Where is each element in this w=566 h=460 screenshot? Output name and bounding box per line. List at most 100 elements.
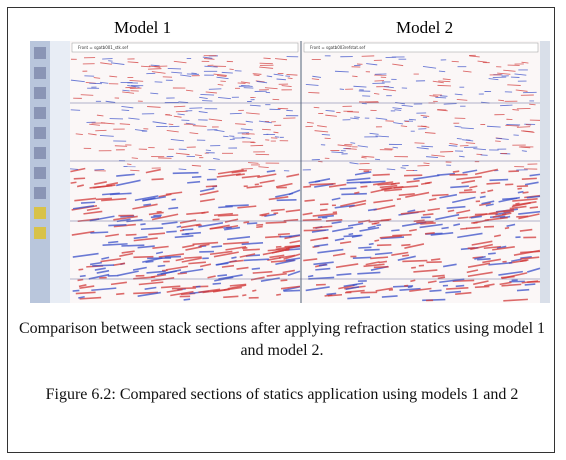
trace-stroke <box>99 134 114 137</box>
trace-stroke <box>456 209 471 214</box>
trace-stroke <box>471 240 493 246</box>
trace-stroke <box>496 245 507 250</box>
trace-stroke <box>198 288 221 294</box>
trace-stroke <box>402 254 410 257</box>
trace-stroke <box>452 170 460 173</box>
trace-stroke <box>498 270 523 276</box>
trace-stroke <box>321 133 330 136</box>
trace-stroke <box>113 262 126 266</box>
trace-stroke <box>515 89 528 92</box>
trace-stroke <box>487 189 494 193</box>
trace-stroke <box>80 201 96 204</box>
trace-stroke <box>512 200 537 207</box>
trace-stroke <box>209 226 224 230</box>
trace-stroke <box>199 96 208 100</box>
trace-stroke <box>207 275 216 279</box>
trace-stroke <box>365 261 380 266</box>
trace-stroke <box>173 115 182 118</box>
trace-stroke <box>392 107 402 110</box>
trace-stroke <box>437 276 446 280</box>
trace-stroke <box>407 209 416 213</box>
trace-stroke <box>420 222 436 225</box>
trace-stroke <box>529 173 541 177</box>
trace-stroke <box>379 184 398 189</box>
trace-stroke <box>72 252 99 258</box>
trace-stroke <box>224 226 241 231</box>
trace-stroke <box>325 114 337 117</box>
trace-stroke <box>346 177 371 182</box>
trace-stroke <box>382 88 397 92</box>
trace-stroke <box>113 215 138 221</box>
trace-stroke <box>179 219 197 224</box>
trace-stroke <box>88 273 110 280</box>
trace-stroke <box>522 130 534 133</box>
trace-stroke <box>443 263 457 268</box>
trace-stroke <box>318 263 328 267</box>
trace-stroke <box>218 97 231 100</box>
trace-stroke <box>520 256 540 260</box>
trace-stroke <box>171 287 196 290</box>
trace-stroke <box>509 205 527 210</box>
trace-stroke <box>422 213 434 216</box>
trace-stroke <box>308 180 321 184</box>
trace-stroke <box>221 264 235 268</box>
trace-stroke <box>213 73 227 76</box>
trace-stroke <box>79 296 102 300</box>
trace-stroke <box>520 256 532 259</box>
trace-stroke <box>431 154 445 157</box>
trace-stroke <box>102 192 120 196</box>
trace-stroke <box>128 117 140 120</box>
trace-stroke <box>121 250 135 254</box>
trace-stroke <box>493 234 501 238</box>
trace-stroke <box>526 195 541 199</box>
trace-stroke <box>205 185 218 188</box>
trace-stroke <box>177 272 187 275</box>
trace-stroke <box>268 196 289 201</box>
trace-stroke <box>155 251 164 255</box>
trace-stroke <box>282 269 295 274</box>
trace-stroke <box>303 258 318 262</box>
trace-stroke <box>383 86 394 89</box>
trace-stroke <box>174 235 194 239</box>
trace-stroke <box>205 91 217 94</box>
trace-stroke <box>445 290 462 294</box>
trace-stroke <box>138 281 164 286</box>
trace-stroke <box>340 199 367 207</box>
trace-stroke <box>374 251 393 256</box>
trace-stroke <box>431 193 449 197</box>
trace-stroke <box>267 248 290 252</box>
trace-stroke <box>286 173 300 178</box>
trace-stroke <box>280 285 301 290</box>
trace-stroke <box>143 203 152 207</box>
trace-stroke <box>351 234 361 238</box>
trace-stroke <box>410 279 416 283</box>
trace-stroke <box>511 258 522 263</box>
trace-stroke <box>147 68 162 70</box>
trace-stroke <box>91 287 117 292</box>
trace-stroke <box>198 111 208 114</box>
trace-stroke <box>287 77 293 79</box>
trace-stroke <box>180 223 201 229</box>
trace-stroke <box>314 243 329 248</box>
trace-stroke <box>404 243 425 249</box>
trace-stroke <box>258 120 272 124</box>
trace-stroke <box>251 267 261 271</box>
trace-stroke <box>454 93 463 96</box>
trace-stroke <box>397 255 416 261</box>
trace-stroke <box>325 110 335 112</box>
trace-stroke <box>257 173 277 179</box>
trace-stroke <box>401 104 413 107</box>
trace-stroke <box>448 144 458 147</box>
trace-stroke <box>245 120 254 123</box>
trace-stroke <box>477 60 487 63</box>
trace-stroke <box>249 104 261 107</box>
trace-stroke <box>517 190 524 194</box>
trace-stroke <box>463 188 473 192</box>
trace-stroke <box>409 228 417 232</box>
trace-stroke <box>424 132 436 134</box>
trace-stroke <box>133 235 148 240</box>
trace-stroke <box>302 212 313 216</box>
trace-stroke <box>370 256 389 260</box>
trace-stroke <box>100 62 112 65</box>
trace-stroke <box>458 155 465 158</box>
